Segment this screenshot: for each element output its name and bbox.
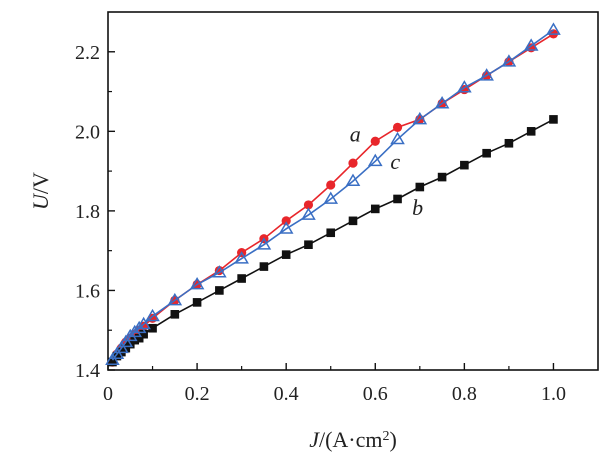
point-c bbox=[109, 346, 125, 360]
series-c bbox=[105, 22, 561, 366]
point-c bbox=[412, 111, 428, 125]
point-b bbox=[121, 343, 131, 353]
point-b bbox=[348, 216, 358, 226]
point-c bbox=[189, 276, 205, 290]
point-c bbox=[546, 22, 561, 35]
point-a bbox=[326, 180, 336, 190]
point-a bbox=[392, 122, 403, 132]
axes: 0 0.2 0.4 0.6 0.8 1.0 1.4 1.6 1.8 2.0 2.2 J/(A·cm2)… bbox=[28, 11, 599, 452]
x-tick-label: 0.8 bbox=[452, 383, 477, 405]
x-tick-label: 0.4 bbox=[274, 383, 299, 405]
point-b bbox=[108, 357, 117, 367]
point-b bbox=[170, 310, 180, 319]
point-a bbox=[303, 200, 314, 210]
point-c bbox=[118, 334, 134, 348]
point-c bbox=[523, 38, 539, 51]
x-tick-label: 0.6 bbox=[363, 383, 388, 405]
point-c bbox=[323, 191, 339, 204]
point-b bbox=[415, 182, 425, 192]
point-c bbox=[457, 80, 472, 93]
point-c bbox=[127, 324, 143, 338]
point-b bbox=[281, 250, 291, 259]
point-c bbox=[345, 173, 361, 187]
point-c bbox=[256, 237, 272, 250]
y-axis-label: U/V bbox=[28, 172, 53, 210]
x-axis-label: J/(A·cm2) bbox=[309, 427, 397, 452]
point-b bbox=[134, 333, 144, 343]
x-tick-label: 0.2 bbox=[185, 383, 210, 405]
point-b bbox=[393, 194, 402, 204]
point-b bbox=[192, 298, 202, 307]
series-label-c: c bbox=[390, 149, 400, 174]
point-c bbox=[114, 340, 129, 354]
point-c bbox=[301, 207, 316, 220]
series-layer bbox=[105, 22, 561, 367]
point-c bbox=[122, 328, 138, 342]
point-b bbox=[370, 204, 380, 214]
point-c bbox=[479, 68, 494, 81]
y-tick-label: 2.0 bbox=[75, 121, 100, 143]
point-a bbox=[281, 216, 291, 226]
point-c bbox=[434, 96, 450, 109]
point-b bbox=[504, 138, 514, 148]
point-c bbox=[501, 54, 517, 67]
point-c bbox=[145, 308, 160, 322]
point-b bbox=[215, 286, 224, 295]
plot-frame bbox=[107, 11, 599, 371]
point-c bbox=[131, 320, 147, 334]
point-c bbox=[167, 292, 183, 306]
series-b bbox=[108, 115, 558, 367]
point-c bbox=[234, 251, 249, 264]
point-b bbox=[237, 274, 246, 283]
point-b bbox=[259, 262, 269, 271]
point-b bbox=[526, 127, 536, 136]
series-label-a: a bbox=[350, 121, 361, 146]
point-c bbox=[136, 316, 151, 330]
point-b bbox=[148, 323, 157, 333]
y-tick-label: 2.2 bbox=[75, 42, 100, 64]
point-b bbox=[482, 148, 491, 158]
series-label-b: b bbox=[412, 195, 423, 220]
labels-layer: a bc bbox=[350, 121, 423, 220]
point-b bbox=[437, 172, 447, 182]
point-c bbox=[390, 131, 405, 145]
point-c bbox=[278, 221, 294, 234]
point-c bbox=[105, 352, 120, 366]
x-tick-label: 0 bbox=[103, 383, 113, 405]
point-c bbox=[367, 153, 383, 167]
y-tick-label: 1.4 bbox=[75, 360, 100, 382]
point-b bbox=[326, 228, 336, 238]
point-b bbox=[460, 160, 469, 170]
point-b bbox=[139, 329, 148, 339]
x-tick-label: 1.0 bbox=[541, 383, 566, 405]
series-line-c bbox=[111, 29, 554, 361]
point-b bbox=[112, 351, 122, 361]
y-tick-label: 1.6 bbox=[75, 280, 100, 302]
point-b bbox=[304, 240, 313, 249]
point-c bbox=[212, 265, 227, 278]
point-a bbox=[370, 136, 380, 146]
y-tick-label: 1.8 bbox=[75, 201, 100, 223]
point-b bbox=[549, 115, 558, 124]
point-a bbox=[348, 158, 358, 168]
